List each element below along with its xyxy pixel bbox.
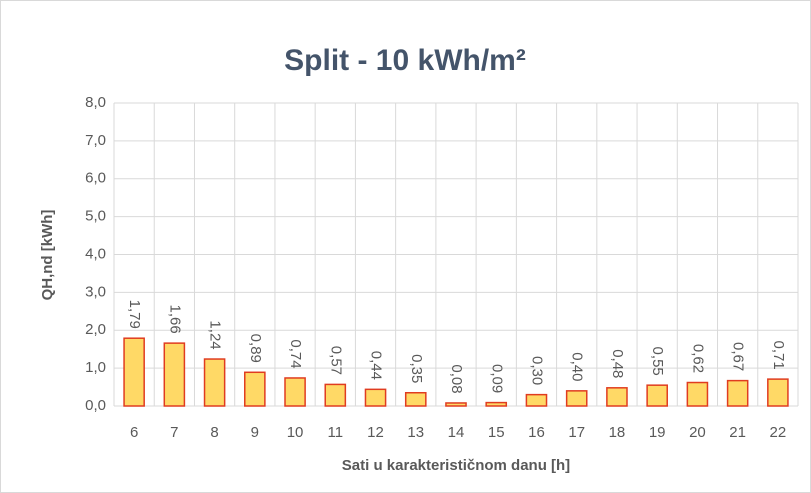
data-label: 0,62 — [689, 344, 706, 373]
x-tick-label: 14 — [448, 424, 465, 441]
bar — [244, 371, 266, 407]
bar — [485, 401, 508, 407]
chart-title: Split - 10 kWh/m² — [284, 44, 526, 77]
data-label: 0,08 — [448, 364, 465, 393]
y-tick-label: 7,0 — [85, 132, 106, 149]
x-tick-label: 19 — [649, 424, 666, 441]
x-axis-label: Sati u karakterističnom danu [h] — [342, 457, 570, 474]
bar — [284, 377, 306, 407]
data-label: 0,09 — [488, 364, 505, 393]
x-tick-label: 17 — [568, 424, 585, 441]
bar — [364, 388, 387, 407]
y-axis-label: QH,nd [kWh] — [39, 210, 56, 301]
bar — [726, 379, 749, 407]
bar — [686, 381, 709, 407]
data-label: 1,79 — [126, 300, 143, 329]
y-tick-label: 1,0 — [85, 359, 106, 376]
x-tick-label: 11 — [328, 424, 344, 441]
data-label: 0,35 — [408, 354, 425, 383]
data-label: 0,74 — [287, 339, 304, 368]
bar — [324, 383, 347, 407]
data-label: 0,55 — [649, 347, 666, 376]
x-tick-label: 20 — [689, 424, 706, 441]
bar — [525, 393, 548, 407]
bar — [646, 384, 668, 407]
bar — [445, 402, 467, 407]
y-tick-label: 6,0 — [85, 170, 106, 187]
y-tick-label: 5,0 — [85, 208, 106, 225]
x-tick-label: 15 — [488, 424, 505, 441]
x-tick-label: 12 — [367, 424, 384, 441]
y-tick-label: 8,0 — [85, 94, 106, 111]
data-label: 0,67 — [730, 342, 747, 371]
bar — [606, 387, 628, 407]
data-label: 1,24 — [207, 320, 224, 349]
data-label: 0,48 — [609, 349, 626, 378]
x-tick-label: 10 — [287, 424, 304, 441]
bar — [123, 337, 145, 407]
x-tick-label: 21 — [729, 424, 746, 441]
data-label: 0,57 — [327, 346, 344, 375]
x-tick-label: 6 — [130, 424, 138, 441]
data-label: 1,66 — [166, 305, 183, 334]
x-tick-label: 22 — [770, 424, 787, 441]
x-tick-label: 9 — [251, 424, 259, 441]
bar — [565, 390, 588, 407]
x-tick-label: 7 — [170, 424, 178, 441]
data-label: 0,89 — [247, 334, 264, 363]
x-tick-label: 16 — [528, 424, 545, 441]
bar — [404, 391, 427, 407]
y-tick-label: 0,0 — [85, 397, 106, 414]
data-label: 0,44 — [368, 351, 385, 380]
x-tick-label: 13 — [407, 424, 424, 441]
data-label: 0,40 — [569, 352, 586, 381]
bar — [203, 358, 226, 407]
y-tick-label: 3,0 — [85, 283, 106, 300]
y-tick-label: 2,0 — [85, 321, 106, 338]
bar — [163, 342, 186, 407]
bar — [767, 378, 789, 407]
y-tick-label: 4,0 — [85, 245, 106, 262]
data-label: 0,71 — [770, 341, 787, 370]
x-tick-label: 18 — [609, 424, 626, 441]
x-tick-label: 8 — [210, 424, 218, 441]
data-label: 0,30 — [529, 356, 546, 385]
